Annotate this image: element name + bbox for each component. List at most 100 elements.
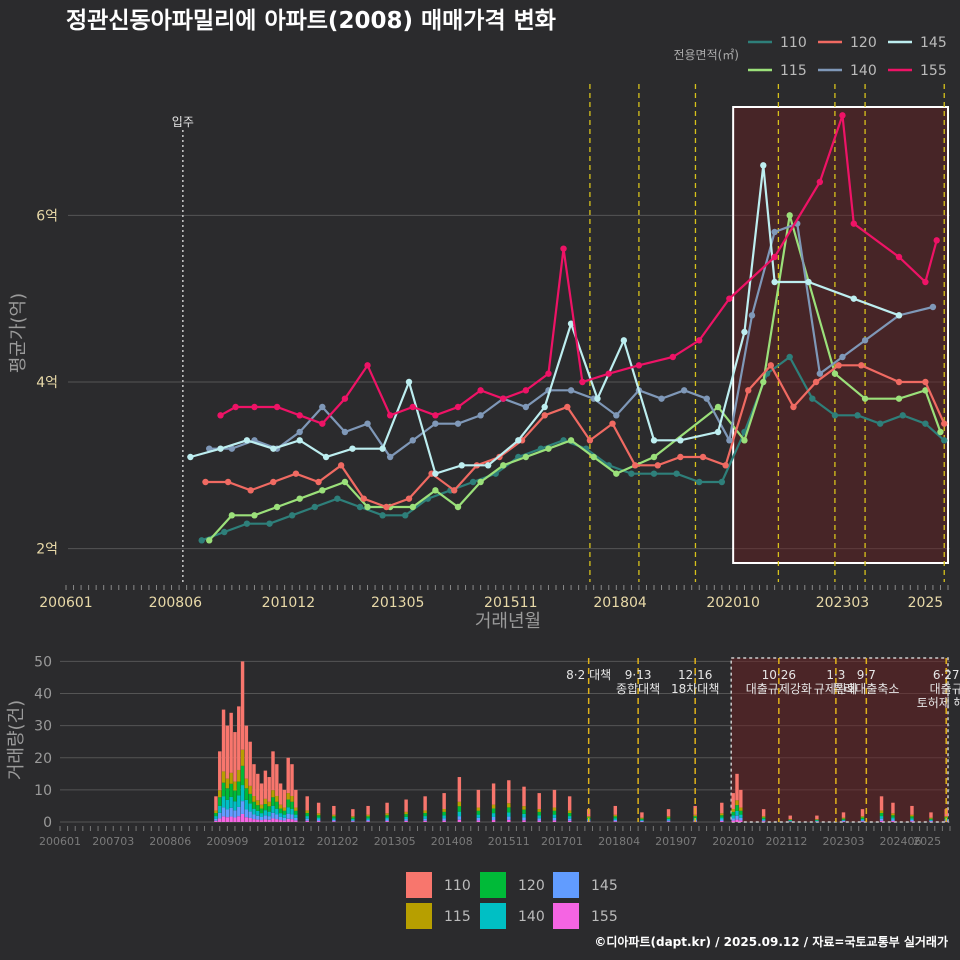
data-point-145	[405, 378, 413, 386]
volume-bar-145	[404, 819, 408, 821]
data-point-155	[816, 178, 824, 186]
data-point-110	[809, 395, 816, 402]
volume-bar-115	[735, 800, 739, 806]
legend-title: 전용면적(㎡)	[673, 48, 739, 62]
volume-bar-155	[214, 820, 218, 822]
volume-bar-115	[256, 800, 260, 806]
data-point-115	[273, 503, 281, 511]
volume-bar-110	[225, 725, 230, 779]
volume-bar-120	[218, 797, 222, 806]
data-point-145	[187, 453, 194, 461]
volume-bar-115	[214, 810, 218, 814]
volume-bar-155	[263, 819, 268, 822]
volume-bar-155	[256, 819, 260, 822]
volume-bar-140	[282, 814, 287, 818]
volume-bar-120	[457, 806, 462, 812]
volume-bar-115	[491, 804, 496, 809]
volume-bar-110	[879, 796, 884, 811]
volume-bar-140	[735, 810, 739, 816]
data-point-115	[432, 487, 439, 494]
data-point-120	[654, 462, 661, 469]
volume-bar-140	[275, 808, 279, 815]
volume-bar-140	[263, 810, 268, 816]
volume-bar-155	[294, 820, 298, 822]
volume-bar-110	[442, 793, 446, 809]
data-point-110	[198, 537, 205, 544]
volume-bar-140	[248, 803, 252, 812]
data-point-155	[217, 412, 224, 419]
data-point-120	[586, 437, 594, 444]
volume-bar-120	[256, 805, 260, 811]
data-point-120	[202, 478, 209, 486]
data-point-140	[861, 337, 869, 344]
volume-bar-110	[240, 661, 245, 750]
volume-bar-155	[385, 821, 389, 822]
volume-bar-110	[233, 732, 237, 782]
data-point-155	[477, 387, 484, 394]
volume-bar-120	[731, 811, 735, 816]
volume-bar-120	[929, 818, 933, 820]
volume-bar-140	[237, 795, 241, 807]
volume-bar-120	[841, 818, 846, 820]
volume-bar-155	[423, 820, 427, 822]
data-point-115	[937, 428, 944, 436]
volume-bar-115	[739, 807, 743, 811]
x-tick-label: 201907	[655, 835, 697, 848]
volume-bar-140	[385, 817, 389, 820]
x-tick-label: 200806	[149, 595, 203, 611]
volume-bar-110	[282, 789, 287, 808]
data-point-110	[311, 503, 318, 511]
volume-bar-155	[290, 819, 294, 822]
data-point-145	[895, 312, 903, 319]
volume-bar-120	[640, 818, 644, 820]
volume-bar-110	[248, 741, 252, 786]
data-point-140	[929, 303, 937, 311]
volume-bar-120	[910, 816, 914, 819]
volume-bar-110	[404, 799, 408, 812]
volume-bar-155	[225, 817, 230, 822]
legend-swatch-155	[553, 903, 579, 929]
legend-label-155: 155	[920, 63, 947, 79]
volume-bar-140	[351, 819, 355, 821]
volume-bar-110	[537, 793, 541, 809]
policy-label: 6·27	[933, 668, 960, 682]
volume-bar-140	[225, 799, 230, 810]
volume-bar-110	[278, 783, 283, 805]
volume-bar-110	[815, 815, 819, 820]
volume-bar-120	[263, 804, 268, 811]
data-point-145	[458, 462, 465, 469]
legend-label-115: 115	[444, 909, 471, 925]
volume-bar-145	[225, 809, 230, 818]
data-point-155	[432, 412, 439, 419]
data-point-145	[541, 403, 548, 411]
volume-bar-145	[640, 820, 644, 822]
data-point-110	[402, 512, 409, 519]
volume-bar-120	[275, 801, 279, 809]
data-point-145	[714, 428, 722, 436]
volume-bar-145	[267, 816, 271, 820]
x-tick-label: 201305	[371, 595, 424, 611]
volume-bar-120	[267, 806, 271, 812]
volume-bar-140	[267, 811, 271, 817]
data-point-140	[228, 445, 236, 452]
x-tick-label: 201701	[541, 835, 583, 848]
volume-bar-120	[271, 797, 275, 806]
volume-bar-110	[271, 751, 275, 791]
data-point-155	[850, 220, 857, 227]
volume-bar-140	[720, 817, 724, 820]
legend-label-140: 140	[850, 63, 877, 79]
volume-bar-155	[860, 821, 865, 822]
volume-bar-155	[282, 820, 287, 822]
policy-label: 9·13	[625, 668, 652, 682]
data-point-115	[831, 370, 839, 377]
volume-bar-120	[552, 810, 557, 815]
volume-bar-145	[815, 821, 819, 822]
data-point-115	[251, 512, 258, 519]
data-point-110	[243, 520, 251, 527]
x-tick-label: 200601	[39, 835, 81, 848]
volume-bar-145	[294, 817, 298, 821]
data-point-120	[405, 495, 413, 502]
data-point-115	[895, 395, 903, 402]
volume-bar-110	[735, 773, 739, 801]
